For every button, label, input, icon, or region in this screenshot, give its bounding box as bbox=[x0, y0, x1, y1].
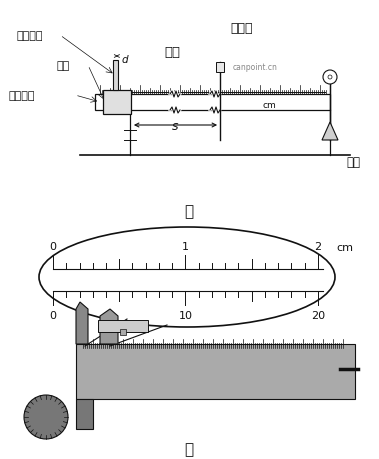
Polygon shape bbox=[76, 302, 88, 344]
Text: 0: 0 bbox=[50, 310, 56, 320]
Circle shape bbox=[24, 395, 68, 439]
Bar bbox=[216, 63, 224, 73]
Text: 20: 20 bbox=[311, 310, 325, 320]
Circle shape bbox=[328, 76, 332, 80]
Text: 乙: 乙 bbox=[185, 442, 194, 457]
Text: 光电门: 光电门 bbox=[230, 22, 252, 34]
Bar bbox=[95, 95, 330, 111]
Text: s: s bbox=[172, 120, 179, 133]
Circle shape bbox=[323, 71, 337, 85]
Bar bbox=[120, 329, 126, 335]
Text: 气垫导轨: 气垫导轨 bbox=[8, 91, 34, 101]
Ellipse shape bbox=[39, 228, 335, 327]
Text: 10: 10 bbox=[179, 310, 193, 320]
Text: 0: 0 bbox=[50, 241, 56, 252]
Polygon shape bbox=[76, 399, 93, 429]
Text: d: d bbox=[122, 55, 128, 65]
Text: 1: 1 bbox=[182, 241, 189, 252]
Text: 挡光窄片: 挡光窄片 bbox=[16, 31, 42, 41]
Polygon shape bbox=[322, 123, 338, 141]
Bar bbox=[103, 91, 131, 115]
Text: canpoint.cn: canpoint.cn bbox=[233, 63, 278, 73]
Bar bbox=[113, 61, 118, 91]
Text: cm: cm bbox=[263, 101, 277, 110]
Bar bbox=[98, 320, 148, 332]
Text: cm: cm bbox=[336, 242, 353, 252]
Text: 砝码: 砝码 bbox=[346, 155, 360, 168]
Bar bbox=[76, 344, 355, 399]
Text: 甲: 甲 bbox=[185, 204, 194, 219]
Text: 细线: 细线 bbox=[164, 45, 180, 58]
Text: 滑块: 滑块 bbox=[56, 61, 69, 71]
Polygon shape bbox=[100, 309, 118, 344]
Text: 2: 2 bbox=[315, 241, 321, 252]
